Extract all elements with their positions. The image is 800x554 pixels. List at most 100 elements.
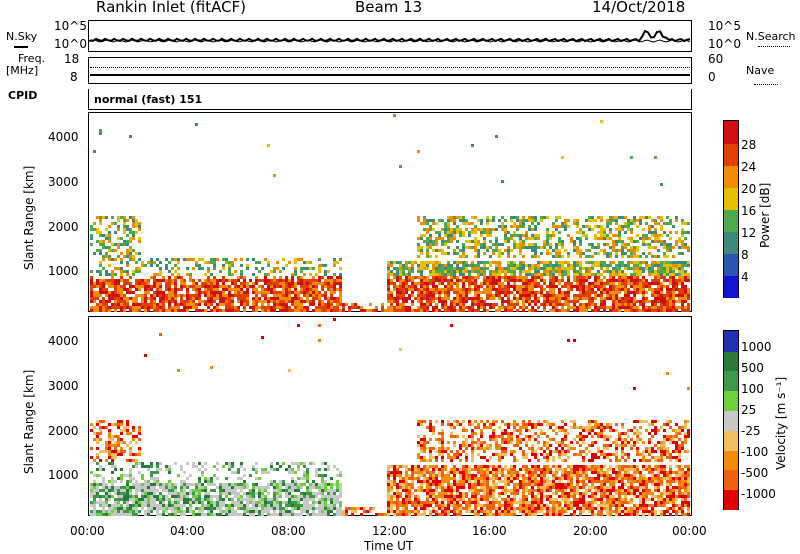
heatmap-cell [108,258,111,261]
heatmap-cell [162,306,165,309]
heatmap-cell [459,444,462,447]
heatmap-cell [339,297,342,300]
heatmap-cell [681,240,684,243]
heatmap-cell [108,423,111,426]
heatmap-cell [486,309,489,312]
heatmap-cell [135,459,138,462]
heatmap-cell [237,288,240,291]
heatmap-cell [183,309,186,312]
heatmap-cell [114,435,117,438]
heatmap-cell [687,297,690,300]
heatmap-cell [255,501,258,504]
heatmap-cell [471,267,474,270]
heatmap-cell [114,444,117,447]
heatmap-cell [255,483,258,486]
heatmap-cell [573,270,576,273]
heatmap-cell [417,243,420,246]
heatmap-cell [414,285,417,288]
heatmap-cell [138,432,141,435]
heatmap-cell [420,501,423,504]
heatmap-cell [456,294,459,297]
heatmap-cell [492,306,495,309]
heatmap-cell [327,513,330,516]
heatmap-cell [471,231,474,234]
heatmap-cell [429,438,432,441]
heatmap-cell [423,285,426,288]
heatmap-cell [540,219,543,222]
heatmap-cell [306,489,309,492]
heatmap-cell [591,228,594,231]
heatmap-cell [159,273,162,276]
heatmap-cell [102,513,105,516]
heatmap-cell [369,309,372,312]
heatmap-cell [135,279,138,282]
heatmap-cell [645,261,648,264]
heatmap-cell [276,513,279,516]
heatmap-cell [222,297,225,300]
heatmap-cell [441,474,444,477]
heatmap-cell [261,279,264,282]
heatmap-cell [156,495,159,498]
heatmap-cell [180,486,183,489]
heatmap-cell [243,300,246,303]
heatmap-cell [330,276,333,279]
heatmap-cell [231,297,234,300]
heatmap-cell [477,504,480,507]
heatmap-cell [399,282,402,285]
heatmap-cell [372,309,375,312]
heatmap-cell [513,273,516,276]
heatmap-cell [273,507,276,510]
heatmap-cell [513,222,516,225]
heatmap-cell [174,297,177,300]
heatmap-cell [429,459,432,462]
heatmap-cell [669,300,672,303]
heatmap-cell [147,483,150,486]
heatmap-cell [279,465,282,468]
heatmap-cell [120,450,123,453]
heatmap-cell [207,297,210,300]
heatmap-cell [330,285,333,288]
heatmap-cell [114,510,117,513]
heatmap-cell [336,297,339,300]
heatmap-cell [213,483,216,486]
heatmap-cell [144,495,147,498]
heatmap-cell [468,435,471,438]
heatmap-cell [579,303,582,306]
heatmap-cell [444,510,447,513]
heatmap-cell [357,306,360,309]
heatmap-cell [492,420,495,423]
heatmap-cell [444,303,447,306]
heatmap-cell [480,477,483,480]
heatmap-cell [489,465,492,468]
heatmap-cell [681,261,684,264]
heatmap-cell [108,495,111,498]
heatmap-cell [393,297,396,300]
heatmap-cell [645,243,648,246]
heatmap-cell [474,507,477,510]
heatmap-cell [201,504,204,507]
heatmap-cell [567,267,570,270]
heatmap-cell [156,294,159,297]
heatmap-cell [168,288,171,291]
heatmap-cell [492,285,495,288]
heatmap-cell [210,483,213,486]
heatmap-cell [432,471,435,474]
heatmap-cell [492,453,495,456]
heatmap-cell [318,291,321,294]
heatmap-cell [573,294,576,297]
power-cbar-tick-24: 24 [741,160,757,174]
heatmap-cell [210,258,213,261]
heatmap-cell [447,309,450,312]
heatmap-cell [654,297,657,300]
heatmap-cell [561,243,564,246]
heatmap-cell [288,306,291,309]
heatmap-cell [435,288,438,291]
heatmap-cell [531,264,534,267]
heatmap-cell [687,222,690,225]
heatmap-cell [486,480,489,483]
heatmap-cell [90,495,93,498]
heatmap-cell [522,282,525,285]
heatmap-cell [441,243,444,246]
heatmap-cell [438,219,441,222]
heatmap-cell [105,234,108,237]
